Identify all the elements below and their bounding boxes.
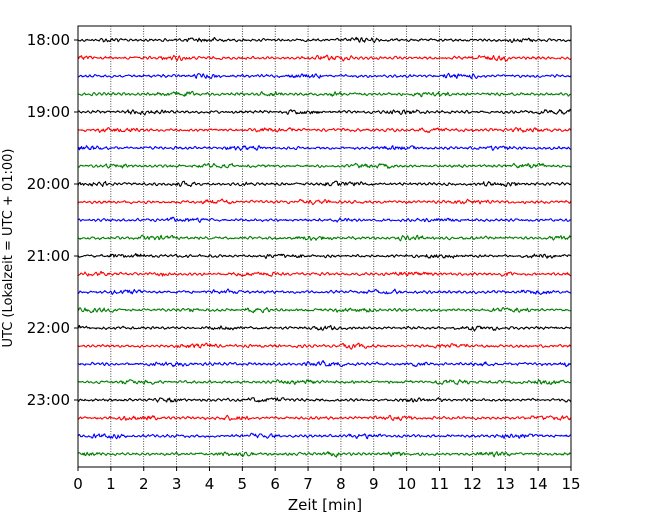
y-tick-label: 21:00 [27,247,70,265]
trace-2145 [77,307,572,314]
trace-2115 [77,270,572,277]
x-tick-label: 9 [369,475,379,493]
x-tick-label: 13 [496,475,515,493]
y-tick-label: 19:00 [27,103,70,121]
trace-1830 [77,72,572,80]
x-tick-label: 8 [336,475,346,493]
x-tick-label: 15 [561,475,580,493]
trace-1915 [77,127,572,134]
y-axis-label: UTC (Lokalzeit = UTC + 01:00) [1,149,16,348]
trace-1845 [77,90,572,98]
trace-2330 [77,432,572,440]
x-tick-label: 6 [270,475,280,493]
trace-2345 [78,451,572,458]
y-tick-label: 20:00 [27,175,70,193]
x-tick-label: 11 [430,475,449,493]
trace-2230 [77,360,572,368]
trace-1800 [77,36,572,44]
y-axis-ticks: 18:00 19:00 20:00 21:00 22:00 23:00 [27,31,78,409]
x-tick-label: 5 [238,475,248,493]
x-tick-label: 4 [205,475,215,493]
x-tick-label: 3 [172,475,182,493]
x-tick-label: 7 [303,475,313,493]
y-tick-label: 22:00 [27,319,70,337]
trace-2200 [77,324,572,332]
y-tick-label: 23:00 [27,391,70,409]
x-tick-label: 0 [73,475,83,493]
x-tick-label: 2 [139,475,149,493]
trace-2245 [77,379,572,386]
trace-2030 [77,216,572,223]
trace-2300 [77,397,572,403]
trace-2130 [77,288,572,295]
y-tick-label: 18:00 [27,31,70,49]
trace-1815 [77,54,572,62]
trace-2315 [77,414,572,422]
trace-2000 [77,180,572,188]
x-tick-label: 12 [463,475,482,493]
plot-frame [77,25,572,468]
trace-2215 [77,342,572,350]
seismic-traces [77,36,572,458]
x-axis-label: Zeit [min] [288,496,362,514]
trace-1945 [77,162,572,169]
trace-2100 [77,252,572,260]
x-tick-label: 1 [106,475,116,493]
trace-1900 [77,108,572,116]
trace-2045 [77,234,572,242]
trace-2015 [77,198,572,205]
trace-1930 [77,145,572,152]
x-tick-label: 10 [397,475,416,493]
x-axis-ticks: 0 1 2 3 4 5 6 7 8 9 10 11 12 13 14 15 [73,467,581,493]
x-gridlines [110,26,539,467]
x-tick-label: 14 [529,475,548,493]
